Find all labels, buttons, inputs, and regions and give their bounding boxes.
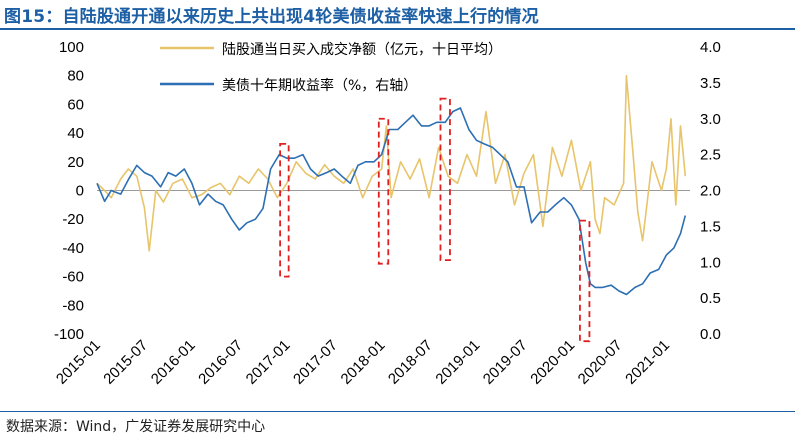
left-tick-label: -80 — [62, 297, 84, 314]
highlight-box — [377, 117, 390, 265]
flow-series-line — [96, 74, 687, 252]
legend: 陆股通当日买入成交净额（亿元，十日平均） 美债十年期收益率（%，右轴） — [160, 41, 502, 94]
x-tick-label: 2015-01 — [53, 337, 104, 388]
source-note: 数据来源：Wind，广发证券发展研究中心 — [6, 419, 266, 435]
left-tick-label: -40 — [62, 240, 84, 257]
x-tick-label: 2019-07 — [480, 337, 531, 388]
x-tick-label: 2018-01 — [338, 337, 389, 388]
figure-title: 图15：自陆股通开通以来历史上共出现4轮美债收益率快速上行的情况 — [4, 7, 539, 27]
yield-series-line — [96, 107, 687, 296]
right-tick-label: 1.0 — [700, 254, 721, 271]
left-tick-label: 60 — [67, 96, 84, 113]
x-tick-label: 2018-07 — [385, 337, 436, 388]
x-tick-label: 2019-01 — [432, 337, 483, 388]
right-tick-label: 2.0 — [700, 183, 721, 200]
x-tick-label: 2015-07 — [100, 337, 151, 388]
x-tick-label: 2020-01 — [527, 337, 578, 388]
right-tick-label: 3.0 — [700, 111, 721, 128]
x-tick-label: 2021-01 — [622, 337, 673, 388]
right-tick-label: 0.0 — [700, 326, 721, 343]
left-tick-label: 100 — [59, 39, 84, 56]
right-axis: 4.0 3.5 3.0 2.5 2.0 1.5 1.0 0.5 0.0 — [700, 39, 721, 343]
x-tick-label: 2016-07 — [195, 337, 246, 388]
left-tick-label: -100 — [54, 326, 84, 343]
x-tick-label: 2017-07 — [290, 337, 341, 388]
right-tick-label: 3.5 — [700, 75, 721, 92]
legend-label-flow: 陆股通当日买入成交净额（亿元，十日平均） — [222, 41, 502, 58]
left-tick-label: 80 — [67, 68, 84, 85]
highlight-box — [279, 142, 290, 278]
x-tick-label: 2017-01 — [243, 337, 294, 388]
bottom-rule — [0, 411, 795, 412]
highlight-box — [439, 97, 451, 261]
right-tick-label: 0.5 — [700, 290, 721, 307]
left-tick-label: -20 — [62, 211, 84, 228]
series-group — [96, 74, 690, 296]
x-axis: 2015-012015-072016-012016-072017-012017-… — [53, 337, 673, 388]
title-rule — [0, 28, 795, 30]
x-tick-label: 2020-07 — [575, 337, 626, 388]
left-axis: 100 80 60 40 20 0 -20 -40 -60 -80 -100 — [54, 39, 84, 343]
left-tick-label: 0 — [76, 183, 84, 200]
left-tick-label: 20 — [67, 154, 84, 171]
legend-label-yield: 美债十年期收益率（%，右轴） — [222, 77, 417, 94]
left-tick-label: -60 — [62, 269, 84, 286]
right-tick-label: 4.0 — [700, 39, 721, 56]
right-tick-label: 1.5 — [700, 218, 721, 235]
right-tick-label: 2.5 — [700, 147, 721, 164]
highlight-boxes — [279, 97, 591, 343]
left-tick-label: 40 — [67, 125, 84, 142]
x-tick-label: 2016-01 — [148, 337, 199, 388]
highlight-box — [579, 219, 591, 343]
